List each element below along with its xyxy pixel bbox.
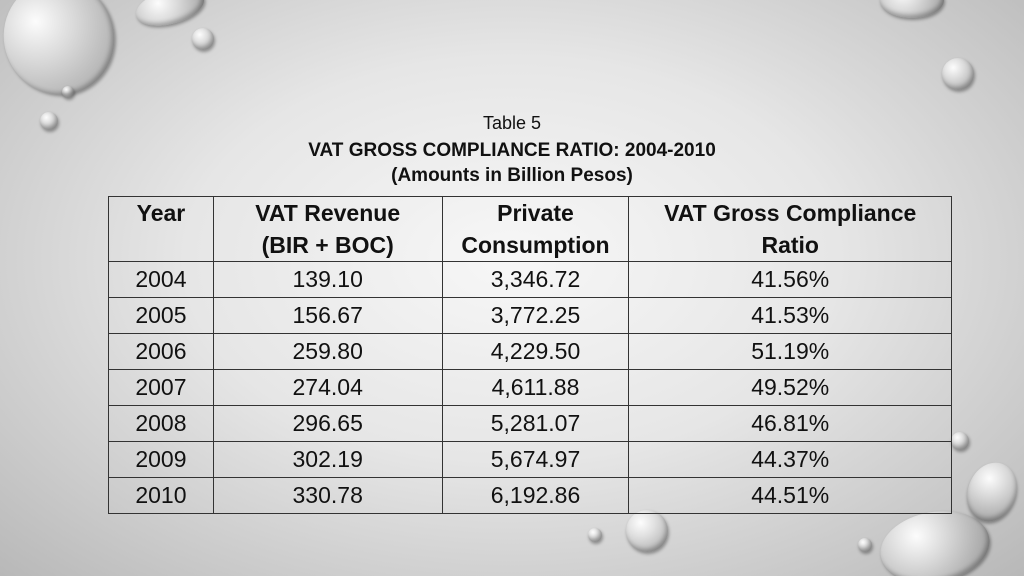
table-row: 2009 302.19 5,674.97 44.37% — [108, 441, 952, 478]
cell-compliance-ratio: 46.81% — [628, 405, 952, 442]
table-row: 2007 274.04 4,611.88 49.52% — [108, 369, 952, 406]
water-drop-decoration — [880, 0, 944, 18]
header-line: VAT Gross Compliance — [664, 200, 917, 226]
water-drop-decoration — [942, 58, 974, 90]
cell-year: 2009 — [108, 441, 214, 478]
table-row: 2008 296.65 5,281.07 46.81% — [108, 405, 952, 442]
table-row: 2010 330.78 6,192.86 44.51% — [108, 477, 952, 514]
cell-year: 2006 — [108, 333, 214, 370]
cell-private-consumption: 4,611.88 — [441, 369, 630, 406]
cell-private-consumption: 3,346.72 — [441, 261, 630, 298]
header-line: Consumption — [461, 232, 610, 258]
cell-vat-revenue: 302.19 — [212, 441, 443, 478]
header-line: Year — [136, 200, 186, 226]
table-row: 2006 259.80 4,229.50 51.19% — [108, 333, 952, 370]
cell-vat-revenue: 274.04 — [212, 369, 443, 406]
cell-private-consumption: 5,674.97 — [441, 441, 630, 478]
table-subtitle: (Amounts in Billion Pesos) — [391, 165, 633, 186]
table-row: 2005 156.67 3,772.25 41.53% — [108, 297, 952, 334]
cell-private-consumption: 5,281.07 — [441, 405, 630, 442]
header-private-consumption: Private Consumption — [441, 196, 630, 262]
water-drop-decoration — [192, 28, 214, 50]
water-drop-decoration — [40, 112, 58, 130]
water-drop-decoration — [588, 528, 602, 542]
cell-compliance-ratio: 44.37% — [628, 441, 952, 478]
header-line: VAT Revenue — [255, 200, 401, 226]
water-drop-decoration — [62, 86, 74, 98]
cell-year: 2010 — [108, 477, 214, 514]
table-number: Table 5 — [482, 113, 542, 133]
cell-year: 2007 — [108, 369, 214, 406]
water-drop-decoration — [626, 510, 668, 552]
header-year: Year — [108, 196, 214, 262]
cell-vat-revenue: 330.78 — [212, 477, 443, 514]
cell-private-consumption: 6,192.86 — [441, 477, 630, 514]
cell-compliance-ratio: 49.52% — [628, 369, 952, 406]
header-compliance-ratio: VAT Gross Compliance Ratio — [628, 196, 952, 262]
cell-private-consumption: 4,229.50 — [441, 333, 630, 370]
cell-year: 2008 — [108, 405, 214, 442]
header-line: Private — [497, 200, 574, 226]
cell-compliance-ratio: 41.53% — [628, 297, 952, 334]
water-drop-decoration — [951, 432, 969, 450]
water-drop-decoration — [858, 538, 872, 552]
cell-vat-revenue: 139.10 — [212, 261, 443, 298]
cell-compliance-ratio: 51.19% — [628, 333, 952, 370]
table-header-row: Year VAT Revenue (BIR + BOC) Private Con… — [108, 196, 952, 262]
compliance-ratio-table: Year VAT Revenue (BIR + BOC) Private Con… — [108, 196, 952, 514]
table-row: 2004 139.10 3,346.72 41.56% — [108, 261, 952, 298]
cell-private-consumption: 3,772.25 — [441, 297, 630, 334]
cell-compliance-ratio: 41.56% — [628, 261, 952, 298]
cell-year: 2004 — [108, 261, 214, 298]
cell-vat-revenue: 156.67 — [212, 297, 443, 334]
cell-vat-revenue: 296.65 — [212, 405, 443, 442]
cell-compliance-ratio: 44.51% — [628, 477, 952, 514]
header-vat-revenue: VAT Revenue (BIR + BOC) — [212, 196, 443, 262]
header-line: (BIR + BOC) — [261, 232, 394, 258]
cell-year: 2005 — [108, 297, 214, 334]
water-drop-decoration — [131, 0, 209, 33]
cell-vat-revenue: 259.80 — [212, 333, 443, 370]
header-line: Ratio — [761, 232, 819, 258]
table-title: VAT GROSS COMPLIANCE RATIO: 2004-2010 — [308, 140, 716, 161]
